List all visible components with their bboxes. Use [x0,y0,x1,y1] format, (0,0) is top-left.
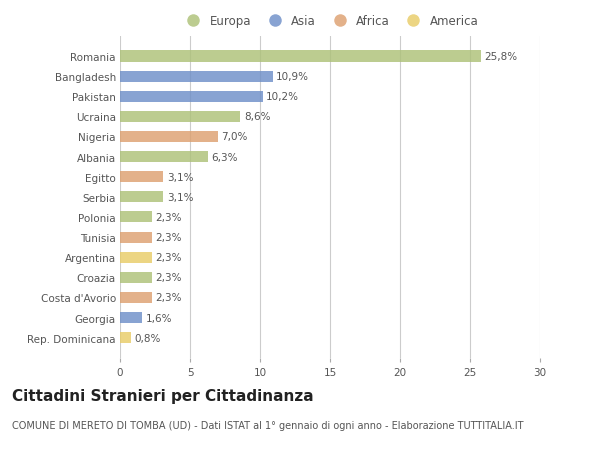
Bar [120,292,152,303]
Text: 2,3%: 2,3% [156,293,182,303]
Bar [120,72,272,83]
Text: 10,9%: 10,9% [276,72,309,82]
Text: 2,3%: 2,3% [156,273,182,283]
Bar [120,112,241,123]
Text: 7,0%: 7,0% [221,132,248,142]
Text: 25,8%: 25,8% [485,52,518,62]
Text: 2,3%: 2,3% [156,213,182,223]
Text: 3,1%: 3,1% [167,192,193,202]
Bar [120,252,152,263]
Text: 10,2%: 10,2% [266,92,299,102]
Bar [120,151,208,163]
Bar [120,172,163,183]
Bar [120,232,152,243]
Bar [120,51,481,62]
Text: 2,3%: 2,3% [156,252,182,263]
Text: 6,3%: 6,3% [212,152,238,162]
Bar [120,312,142,323]
Bar [120,272,152,283]
Text: 0,8%: 0,8% [134,333,161,343]
Bar [120,132,218,143]
Text: Cittadini Stranieri per Cittadinanza: Cittadini Stranieri per Cittadinanza [12,388,314,403]
Text: 3,1%: 3,1% [167,172,193,182]
Text: 2,3%: 2,3% [156,233,182,242]
Text: COMUNE DI MERETO DI TOMBA (UD) - Dati ISTAT al 1° gennaio di ogni anno - Elabora: COMUNE DI MERETO DI TOMBA (UD) - Dati IS… [12,420,523,430]
Bar [120,332,131,343]
Text: 8,6%: 8,6% [244,112,271,122]
Bar [120,91,263,102]
Legend: Europa, Asia, Africa, America: Europa, Asia, Africa, America [176,11,484,33]
Bar [120,212,152,223]
Text: 1,6%: 1,6% [146,313,172,323]
Bar [120,192,163,203]
